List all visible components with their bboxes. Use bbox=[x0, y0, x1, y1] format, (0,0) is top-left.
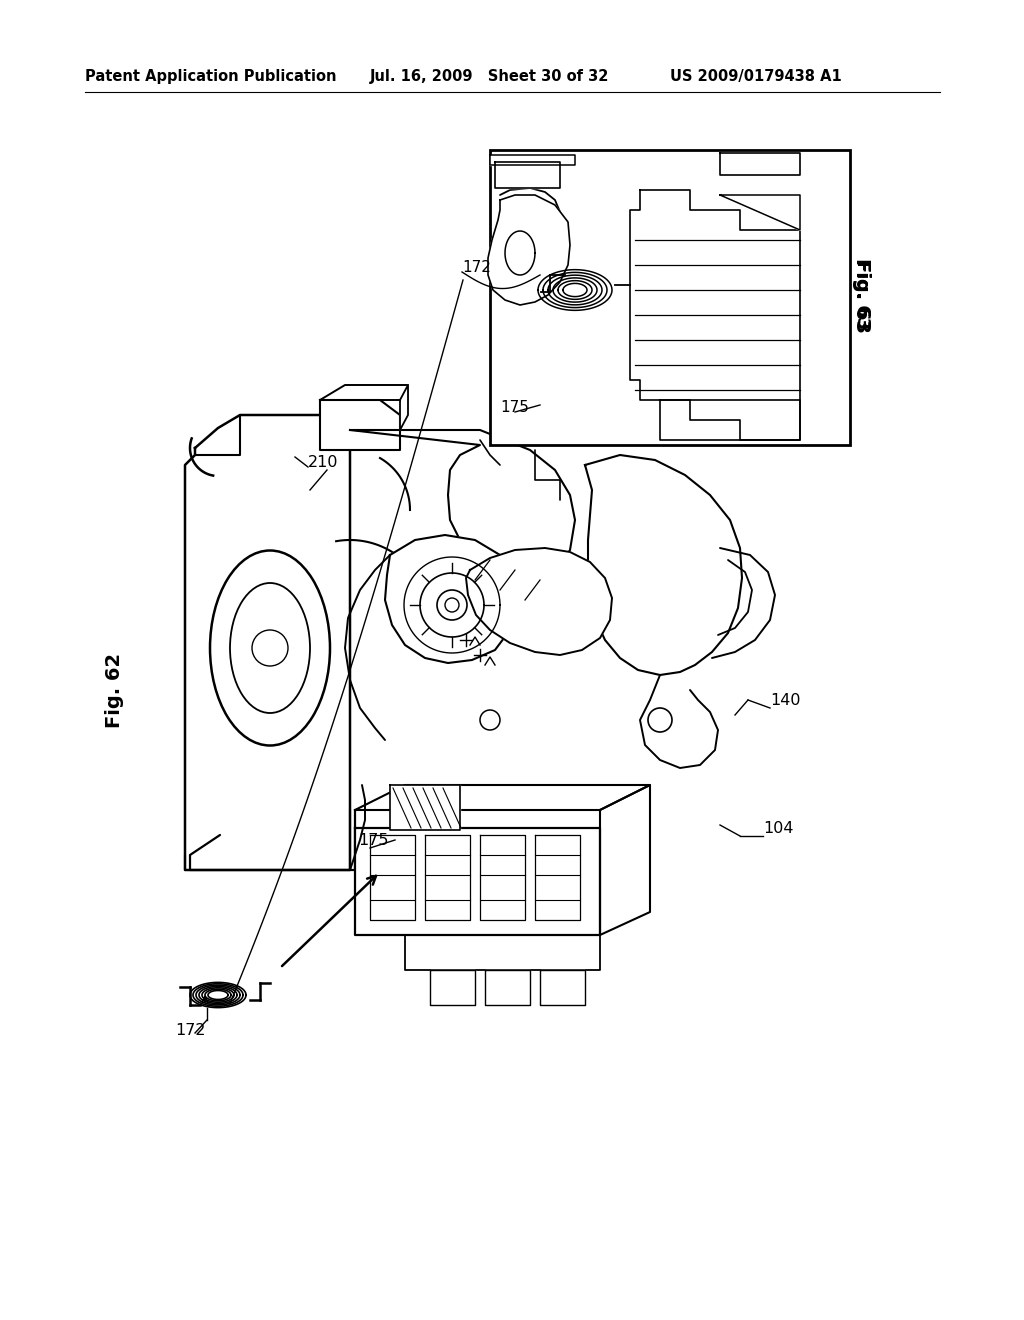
Polygon shape bbox=[350, 430, 575, 578]
Polygon shape bbox=[185, 414, 350, 870]
Text: 175: 175 bbox=[500, 400, 528, 414]
Circle shape bbox=[445, 598, 459, 612]
Polygon shape bbox=[319, 400, 400, 450]
Text: 140: 140 bbox=[770, 693, 801, 708]
Text: 104: 104 bbox=[763, 821, 794, 836]
Circle shape bbox=[480, 710, 500, 730]
Polygon shape bbox=[630, 190, 800, 440]
Text: 172: 172 bbox=[462, 260, 490, 275]
Text: 175: 175 bbox=[358, 833, 388, 847]
Text: 172: 172 bbox=[175, 1023, 206, 1038]
Polygon shape bbox=[720, 195, 800, 230]
Text: Fig. 63: Fig. 63 bbox=[853, 260, 871, 330]
Text: Jul. 16, 2009   Sheet 30 of 32: Jul. 16, 2009 Sheet 30 of 32 bbox=[370, 70, 609, 84]
Polygon shape bbox=[490, 154, 575, 165]
Polygon shape bbox=[430, 970, 475, 1005]
Polygon shape bbox=[535, 836, 580, 920]
Text: US 2009/0179438 A1: US 2009/0179438 A1 bbox=[670, 70, 842, 84]
Circle shape bbox=[648, 708, 672, 733]
Ellipse shape bbox=[230, 583, 310, 713]
Polygon shape bbox=[485, 970, 530, 1005]
Polygon shape bbox=[585, 455, 742, 675]
Circle shape bbox=[252, 630, 288, 667]
Polygon shape bbox=[319, 385, 408, 400]
Polygon shape bbox=[660, 400, 800, 440]
Text: Patent Application Publication: Patent Application Publication bbox=[85, 70, 337, 84]
Polygon shape bbox=[495, 162, 560, 187]
Polygon shape bbox=[600, 785, 650, 935]
Polygon shape bbox=[466, 548, 612, 655]
Bar bbox=[490, 150, 850, 445]
Polygon shape bbox=[406, 935, 600, 970]
Text: Fig. 62: Fig. 62 bbox=[105, 652, 125, 727]
Polygon shape bbox=[540, 970, 585, 1005]
Polygon shape bbox=[400, 385, 408, 430]
Polygon shape bbox=[390, 785, 460, 830]
Polygon shape bbox=[385, 535, 518, 663]
Ellipse shape bbox=[210, 550, 330, 746]
Polygon shape bbox=[425, 836, 470, 920]
Polygon shape bbox=[355, 828, 600, 935]
Text: 210: 210 bbox=[308, 455, 339, 470]
Text: Fig. 63: Fig. 63 bbox=[853, 257, 871, 333]
Polygon shape bbox=[355, 785, 650, 810]
Polygon shape bbox=[370, 836, 415, 920]
Polygon shape bbox=[480, 836, 525, 920]
Circle shape bbox=[437, 590, 467, 620]
Polygon shape bbox=[720, 153, 800, 176]
Polygon shape bbox=[488, 195, 570, 305]
